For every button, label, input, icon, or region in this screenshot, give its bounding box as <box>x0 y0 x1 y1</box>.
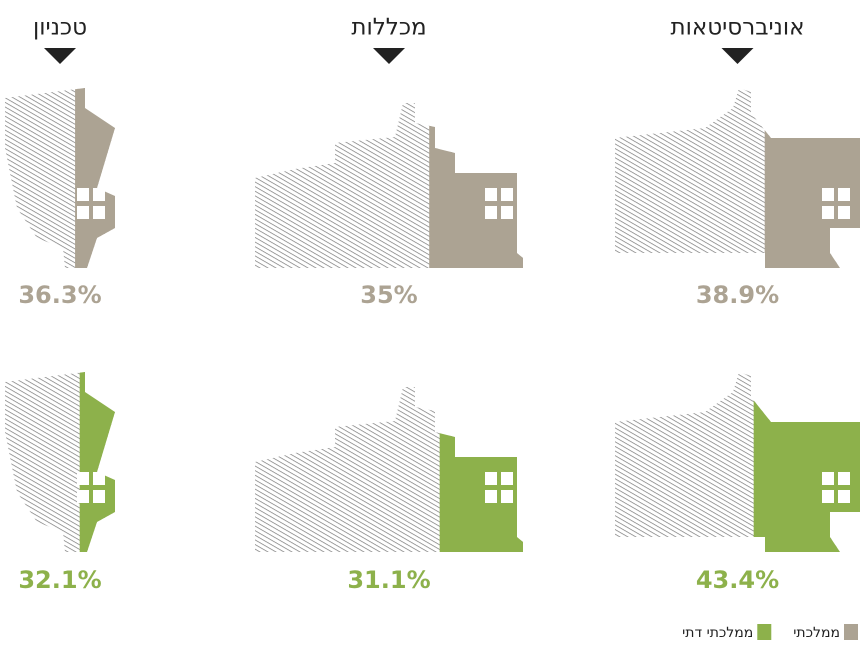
window <box>501 472 513 485</box>
category-header: אוניברסיטאות <box>670 15 804 41</box>
window <box>77 188 89 201</box>
icon-fill <box>429 103 523 268</box>
icon-fill <box>764 88 860 268</box>
window <box>822 188 834 201</box>
window <box>485 188 497 201</box>
window <box>501 188 513 201</box>
window <box>822 472 834 485</box>
value-label: 36.3% <box>18 281 101 309</box>
icon <box>615 372 860 552</box>
pointer-arrow <box>44 48 76 64</box>
legend-swatch <box>757 624 772 640</box>
icon-fill <box>439 387 523 552</box>
icon <box>5 372 115 552</box>
window <box>93 472 105 485</box>
icon-fill <box>753 372 860 552</box>
window <box>93 206 105 219</box>
icon <box>5 88 115 268</box>
value-label: 43.4% <box>696 566 779 594</box>
window <box>77 206 89 219</box>
pointer-arrow <box>721 48 754 64</box>
window <box>77 472 89 485</box>
window <box>838 188 850 201</box>
window <box>93 188 105 201</box>
legend-swatch <box>844 624 858 640</box>
window <box>838 472 850 485</box>
icon-fill <box>75 88 115 268</box>
legend-label: ממלכתי <box>793 625 840 641</box>
window <box>485 472 497 485</box>
window <box>822 490 834 503</box>
value-label: 31.1% <box>347 566 430 594</box>
window <box>485 206 497 219</box>
icon <box>255 103 523 268</box>
window <box>822 206 834 219</box>
icon <box>615 88 860 268</box>
window <box>501 206 513 219</box>
value-label: 32.1% <box>18 566 101 594</box>
value-label: 35% <box>360 281 417 309</box>
window <box>93 490 105 503</box>
window <box>77 490 89 503</box>
legend-label: ממלכתי דתי <box>682 625 753 641</box>
value-label: 38.9% <box>696 281 779 309</box>
pointer-arrow <box>373 48 405 64</box>
window <box>485 490 497 503</box>
window <box>838 206 850 219</box>
category-header: מכללות <box>351 15 426 41</box>
icon-fill <box>79 372 115 552</box>
window <box>501 490 513 503</box>
window <box>838 490 850 503</box>
category-header: טכניון <box>33 15 87 41</box>
icon <box>255 387 523 552</box>
